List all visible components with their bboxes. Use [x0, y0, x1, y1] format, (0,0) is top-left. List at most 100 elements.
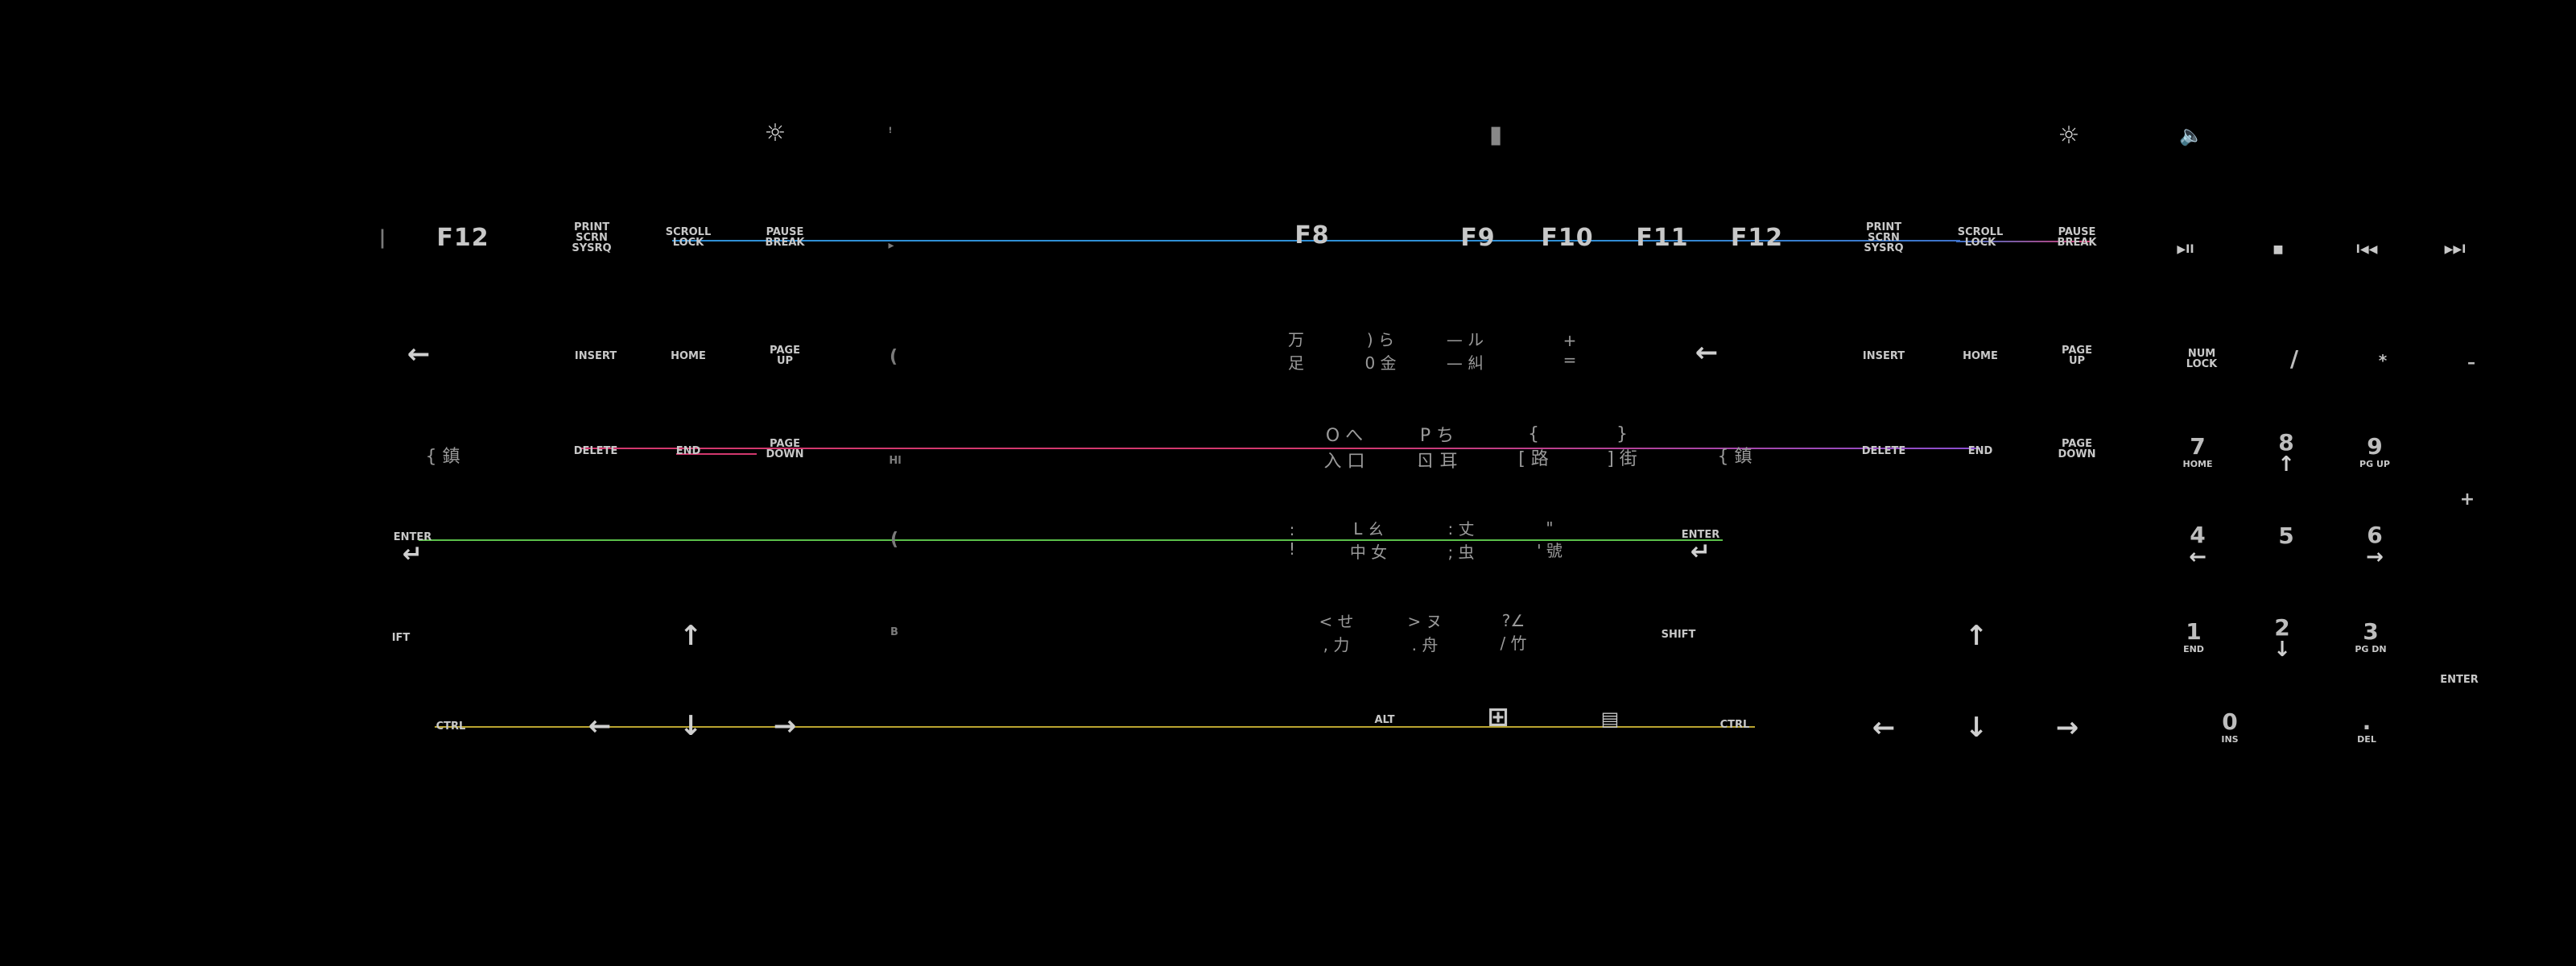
key-pageup[interactable]: PAGE UP: [2049, 341, 2105, 370]
key-right-arrow[interactable]: →: [2055, 712, 2079, 744]
label-line: 0: [2222, 708, 2238, 735]
label-line: 3: [2363, 617, 2379, 645]
key-num-9[interactable]: 9 PG UP: [2347, 427, 2403, 475]
key-num-7[interactable]: 7 HOME: [2174, 427, 2222, 475]
key-legend-equals[interactable]: + =: [1554, 326, 1586, 374]
key-home-left[interactable]: HOME: [671, 349, 706, 362]
key-f9[interactable]: F9: [1460, 223, 1496, 252]
key-pageup-left[interactable]: PAGE UP: [757, 341, 813, 370]
key-legend-colon[interactable]: : 丈 ; 虫: [1429, 511, 1493, 568]
fragment-b: B: [890, 625, 898, 638]
key-left-arrow[interactable]: ←: [1872, 712, 1896, 744]
label-line: , 力: [1323, 635, 1350, 654]
mute-icon[interactable]: 🔈: [2179, 124, 2203, 147]
key-insert[interactable]: INSERT: [1862, 349, 1905, 362]
key-legend-slash[interactable]: ?∠ / 竹: [1481, 604, 1546, 660]
key-shift-left[interactable]: IFT: [391, 631, 411, 644]
key-end[interactable]: END: [1967, 444, 1993, 457]
key-legend-quote[interactable]: " ' 號: [1517, 511, 1582, 568]
key-num-0[interactable]: 0 INS: [2210, 702, 2250, 750]
key-num-2[interactable]: 2 ↓: [2266, 612, 2298, 660]
key-legend-o[interactable]: O へ 入 口: [1312, 419, 1377, 475]
key-backspace[interactable]: ←: [1695, 336, 1719, 369]
key-down-arrow-left[interactable]: ↓: [679, 710, 703, 742]
key-pause-left[interactable]: PAUSE BREAK: [757, 221, 813, 254]
key-num-4[interactable]: 4 ←: [2178, 519, 2218, 568]
key-enter[interactable]: ENTER ↵: [1670, 525, 1731, 569]
previous-track-icon[interactable]: I◀◀: [2355, 242, 2378, 256]
key-down-arrow[interactable]: ↓: [1964, 712, 1988, 744]
key-numlock[interactable]: NUM LOCK: [2174, 345, 2230, 374]
key-right-arrow-left[interactable]: →: [773, 710, 797, 742]
brightness-icon-right[interactable]: ☼: [2058, 121, 2080, 150]
key-num-8[interactable]: 8 ↑: [2270, 427, 2302, 475]
key-legend-p[interactable]: P ち ㄖ 耳: [1405, 419, 1469, 475]
key-up-left[interactable]: ↑: [679, 620, 703, 652]
key-alt[interactable]: ALT: [1374, 713, 1395, 726]
key-delete-left[interactable]: DELETE: [573, 444, 618, 457]
key-up[interactable]: ↑: [1964, 620, 1988, 652]
key-legend-minus[interactable]: — ル — 糾: [1433, 326, 1497, 374]
label-line: ㄖ 耳: [1416, 452, 1458, 472]
key-num-minus[interactable]: –: [2467, 353, 2475, 372]
label-line: PAGE: [770, 438, 800, 450]
label-line: . 舟: [1411, 635, 1439, 654]
key-f11[interactable]: F11: [1636, 223, 1689, 252]
key-legend-close-bracket[interactable]: } ] 街: [1590, 419, 1654, 475]
label-line: O へ: [1325, 426, 1364, 446]
key-legend-6[interactable]: 万 足: [1280, 326, 1312, 374]
key-bracket-left[interactable]: { 鎮: [425, 447, 460, 467]
key-legend-period[interactable]: > ヌ . 舟: [1393, 604, 1457, 660]
key-legend-open-bracket[interactable]: { [ 路: [1501, 419, 1566, 475]
key-num-dot[interactable]: . DEL: [2347, 702, 2387, 750]
key-enter-left[interactable]: ENTER ↵: [382, 527, 443, 572]
key-left-arrow-left[interactable]: ←: [588, 710, 612, 742]
key-ctrl[interactable]: CTRL: [1719, 718, 1750, 731]
stop-icon[interactable]: ■: [2273, 242, 2284, 256]
key-end-left[interactable]: END: [675, 444, 701, 457]
key-legend-semicolon[interactable]: : !: [1280, 511, 1304, 568]
label-line: [ 路: [1518, 448, 1549, 469]
label-line: =: [1563, 350, 1577, 369]
key-shift[interactable]: SHIFT: [1661, 628, 1696, 641]
key-num-6[interactable]: 6 →: [2355, 519, 2395, 568]
key-delete[interactable]: DELETE: [1861, 444, 1906, 457]
key-num-divide[interactable]: /: [2289, 345, 2299, 372]
key-num-5[interactable]: 5: [2278, 522, 2294, 549]
label-line: ] 街: [1607, 448, 1637, 469]
key-f10[interactable]: F10: [1541, 223, 1594, 252]
key-pagedown-left[interactable]: PAGE DOWN: [757, 435, 813, 464]
key-home[interactable]: HOME: [1963, 349, 1998, 362]
brightness-icon-left[interactable]: ☼: [764, 118, 786, 147]
key-printscreen[interactable]: PRINT SCRN SYSRQ: [1860, 217, 1908, 258]
key-num-3[interactable]: 3 PG DN: [2343, 612, 2399, 660]
label-line: : 丈: [1447, 519, 1475, 539]
key-pagedown[interactable]: PAGE DOWN: [2049, 435, 2105, 464]
label-line: PAUSE: [2058, 226, 2096, 238]
play-pause-icon[interactable]: ▶II: [2177, 242, 2194, 256]
key-f12[interactable]: F12: [1730, 223, 1784, 252]
key-num-enter[interactable]: ENTER: [2440, 673, 2479, 686]
key-num-multiply[interactable]: *: [2378, 351, 2388, 370]
lightbar-pink-2: [676, 453, 757, 455]
key-legend-comma[interactable]: < せ , 力: [1304, 604, 1368, 660]
key-insert-left[interactable]: INSERT: [574, 349, 617, 362]
key-scrolllock[interactable]: SCROLL LOCK: [1952, 221, 2008, 254]
key-f12-left[interactable]: F12: [436, 223, 489, 252]
next-track-icon[interactable]: ▶▶I: [2444, 242, 2467, 256]
key-legend-0[interactable]: ) ら 0 金: [1352, 326, 1409, 374]
windows-logo-icon[interactable]: ⊞: [1487, 701, 1509, 732]
key-ctrl-left[interactable]: CTRL: [436, 720, 466, 733]
key-bracket[interactable]: { 鎮: [1717, 447, 1752, 467]
key-num-1[interactable]: 1 END: [2174, 612, 2214, 660]
key-scrolllock-left[interactable]: SCROLL LOCK: [660, 221, 716, 254]
key-num-plus[interactable]: +: [2459, 489, 2475, 510]
key-backspace-left[interactable]: ←: [407, 338, 431, 370]
menu-icon[interactable]: ▤: [1600, 708, 1620, 730]
key-legend-l[interactable]: L ㄠ 中 女: [1336, 511, 1401, 568]
right-arrow-icon: →: [2366, 544, 2384, 569]
key-f8[interactable]: F8: [1294, 221, 1330, 250]
key-pause[interactable]: PAUSE BREAK: [2049, 221, 2105, 254]
label-line: 万: [1288, 330, 1304, 349]
key-printscreen-left[interactable]: PRINT SCRN SYSRQ: [568, 217, 616, 258]
